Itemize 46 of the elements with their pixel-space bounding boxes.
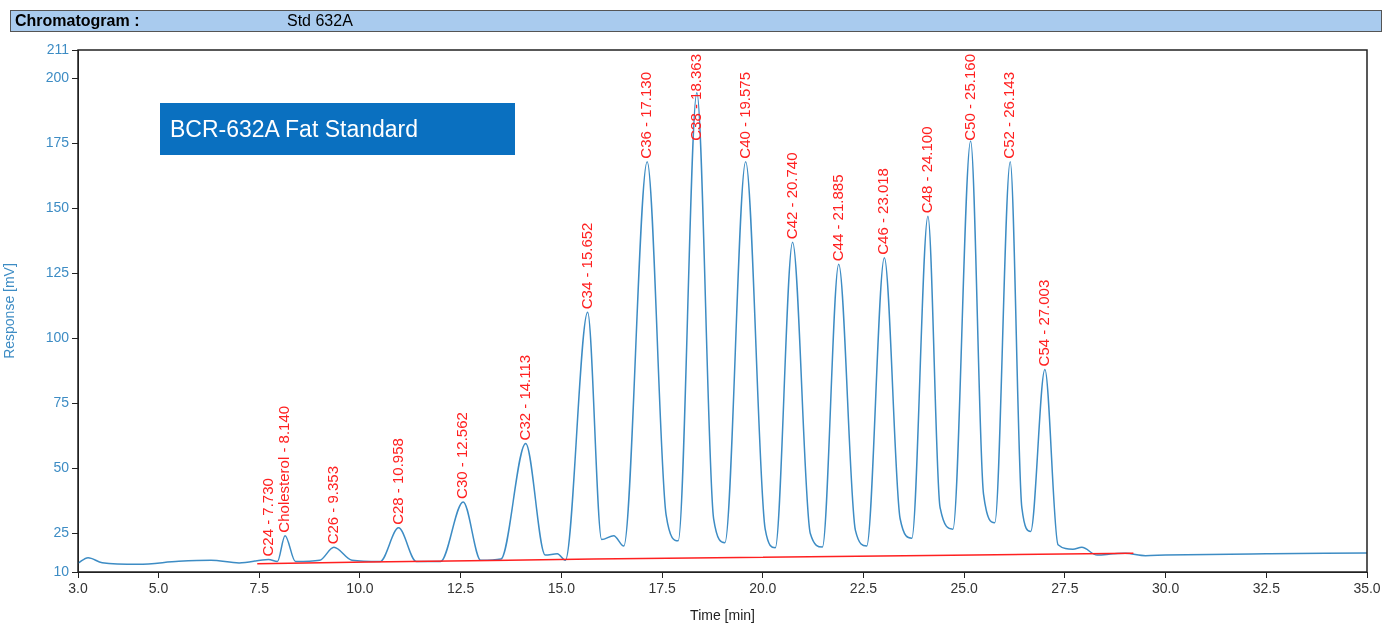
y-tick-label: 150 bbox=[45, 199, 70, 216]
annotation: C34 - 15.652 bbox=[577, 222, 595, 310]
x-tick-label: 17.5 bbox=[648, 580, 676, 597]
y-tick-label: 175 bbox=[45, 134, 70, 151]
annotation: C48 - 24.100 bbox=[918, 126, 936, 214]
y-tick-label: 25 bbox=[53, 523, 70, 540]
annotation: C50 - 25.160 bbox=[960, 53, 978, 141]
y-tick-label: 211 bbox=[46, 40, 70, 57]
y-tick-label: 75 bbox=[53, 394, 70, 411]
x-tick-label: 27.5 bbox=[1051, 580, 1079, 597]
annotation: C26 - 9.353 bbox=[324, 465, 342, 545]
x-axis-title: Time [min] bbox=[690, 607, 755, 624]
x-tick-label: 35.0 bbox=[1353, 580, 1381, 597]
annotation: C38 - 18.363 bbox=[686, 53, 704, 141]
annotation: C30 - 12.562 bbox=[453, 412, 471, 499]
annotation: C28 - 10.958 bbox=[388, 438, 406, 525]
y-tick-label: 100 bbox=[45, 329, 70, 346]
x-tick-label: 25.0 bbox=[950, 580, 979, 597]
y-tick-label: 10 bbox=[53, 562, 70, 579]
x-tick-label: 30.0 bbox=[1151, 580, 1180, 597]
annotation: Cholesterol - 8.140 bbox=[275, 405, 293, 533]
y-axis-title: Response [mV] bbox=[1, 263, 18, 359]
x-tick-label: 10.0 bbox=[346, 580, 374, 597]
text-box: BCR-632A Fat Standard bbox=[160, 103, 515, 155]
y-tick-label: 200 bbox=[45, 69, 70, 86]
y-tick-label: 125 bbox=[45, 264, 70, 281]
annotation: C40 - 19.575 bbox=[735, 71, 753, 159]
y-tick-label: 50 bbox=[53, 458, 70, 475]
x-tick-label: 32.5 bbox=[1252, 580, 1281, 597]
x-tick-label: 15.0 bbox=[547, 580, 576, 597]
x-tick-label: 7.5 bbox=[249, 580, 270, 597]
annotation: C52 - 26.143 bbox=[1000, 71, 1018, 159]
annotation: C36 - 17.130 bbox=[637, 71, 655, 159]
annotation: C24 - 7.730 bbox=[258, 478, 276, 557]
x-tick-label: 3.0 bbox=[68, 580, 88, 597]
x-tick-label: 20.0 bbox=[749, 580, 777, 597]
annotation: C32 - 14.113 bbox=[515, 354, 533, 441]
annotation: C46 - 23.018 bbox=[874, 168, 892, 255]
annotation: C42 - 20.740 bbox=[782, 152, 800, 240]
annotation: C54 - 27.003 bbox=[1035, 279, 1053, 367]
x-tick-label: 5.0 bbox=[148, 580, 169, 597]
chart-subtitle: Std 632A bbox=[287, 11, 353, 31]
annotation: C44 - 21.885 bbox=[828, 174, 846, 262]
x-tick-label: 12.5 bbox=[447, 580, 475, 597]
x-tick-label: 22.5 bbox=[849, 580, 878, 597]
chart-title: Chromatogram : bbox=[15, 11, 140, 31]
